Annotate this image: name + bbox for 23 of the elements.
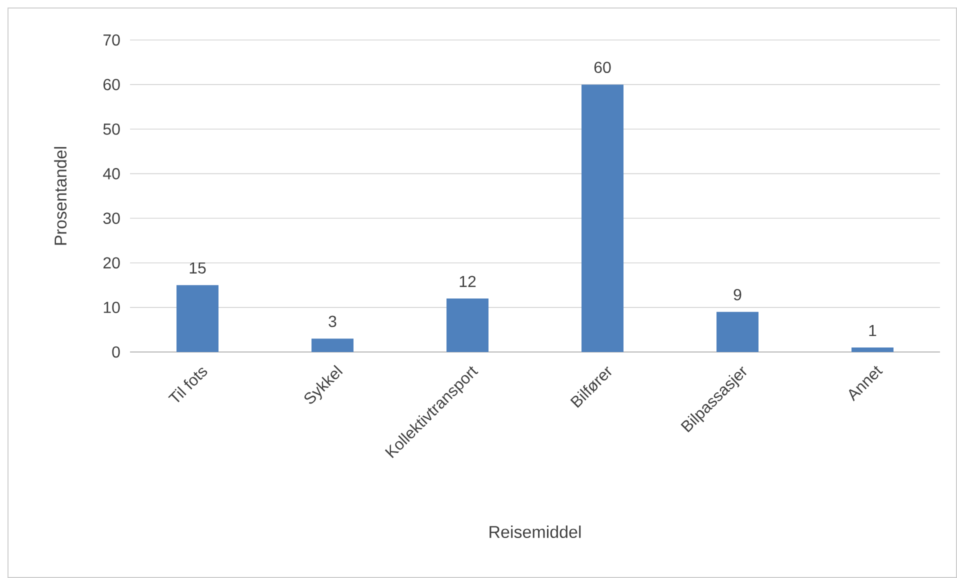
y-tick-label: 40 (103, 168, 120, 180)
bar (852, 348, 894, 352)
x-tick-label: Til fots (168, 368, 208, 402)
data-label: 60 (594, 62, 611, 74)
bar (582, 84, 624, 352)
data-label: 1 (869, 325, 876, 336)
x-axis-title: Reisemiddel (490, 526, 581, 538)
data-label: 12 (460, 276, 476, 287)
y-tick-label: 60 (103, 78, 120, 90)
bar (716, 312, 759, 352)
y-tick-label: 30 (103, 212, 120, 224)
y-tick-label: 10 (104, 302, 120, 314)
bar (312, 338, 354, 352)
y-tick-label: 70 (103, 34, 120, 46)
y-tick-label: 0 (112, 346, 120, 358)
y-tick-label: 50 (103, 123, 120, 135)
y-axis-title: Prosentandel (54, 147, 67, 245)
bar (176, 285, 218, 352)
data-label: 3 (328, 316, 336, 328)
bar (446, 298, 489, 352)
data-label: 15 (190, 262, 206, 274)
y-tick-label: 20 (103, 257, 120, 269)
data-label: 9 (734, 289, 742, 300)
